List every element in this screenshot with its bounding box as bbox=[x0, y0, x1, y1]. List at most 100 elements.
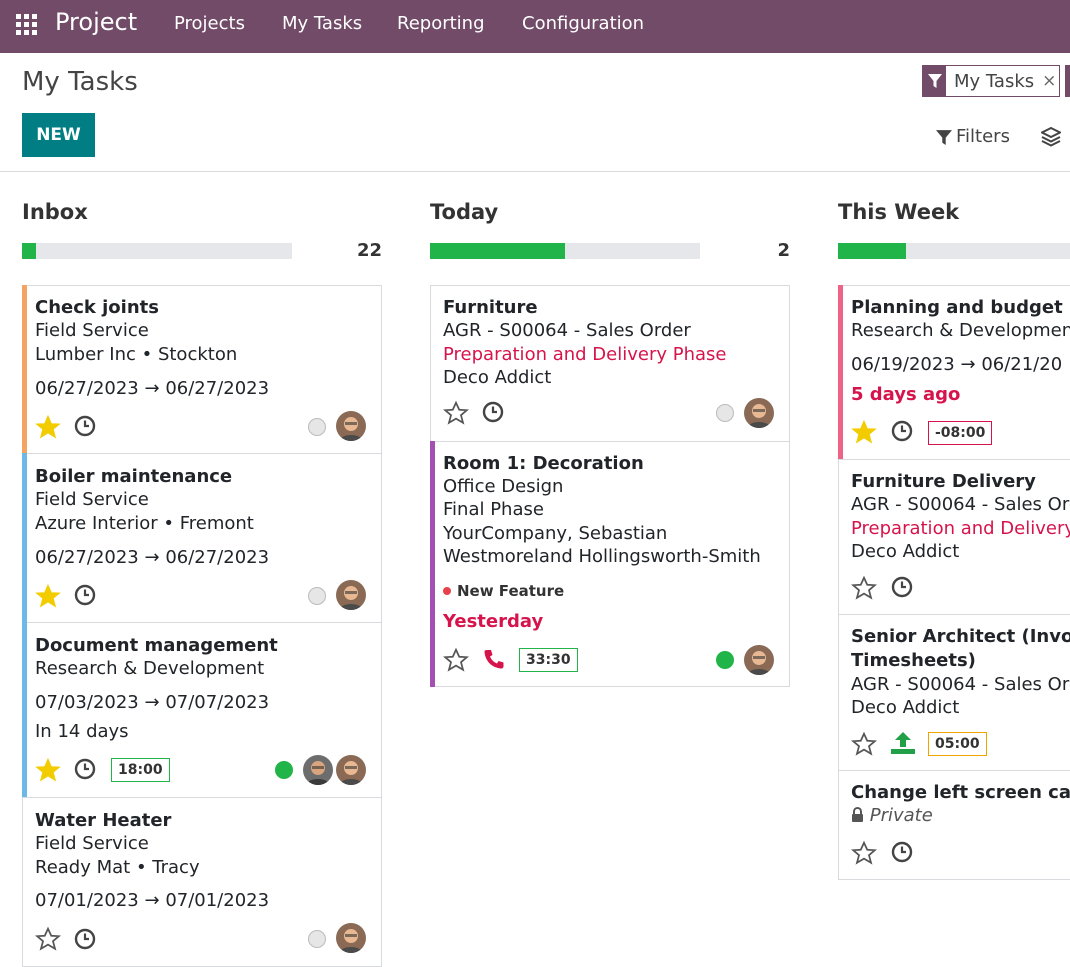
star-outline-icon[interactable] bbox=[443, 647, 469, 673]
star-outline-icon[interactable] bbox=[851, 575, 877, 601]
clock-icon[interactable] bbox=[74, 415, 96, 437]
clock-icon[interactable] bbox=[891, 420, 913, 442]
column-progress-this-week[interactable] bbox=[838, 243, 1070, 259]
avatar[interactable] bbox=[336, 755, 366, 785]
kanban-state-icon[interactable] bbox=[308, 587, 326, 605]
arrow-right-icon: → bbox=[144, 547, 160, 568]
avatar[interactable] bbox=[744, 398, 774, 428]
task-title: Water Heater bbox=[35, 810, 172, 831]
apps-menu-icon[interactable] bbox=[16, 14, 37, 35]
task-customer: Ready Mat • Tracy bbox=[35, 857, 200, 878]
layers-icon[interactable] bbox=[1041, 126, 1061, 148]
facet-remove-icon[interactable]: × bbox=[1042, 71, 1057, 91]
facet-label: My Tasks bbox=[954, 70, 1035, 92]
task-card[interactable]: Furniture AGR - S00064 - Sales Order Pre… bbox=[430, 285, 790, 442]
search-facet[interactable]: My Tasks × bbox=[922, 65, 1060, 97]
avatar[interactable] bbox=[336, 580, 366, 610]
avatar[interactable] bbox=[336, 411, 366, 441]
avatar[interactable] bbox=[336, 923, 366, 953]
star-outline-icon[interactable] bbox=[851, 731, 877, 757]
column-progress-today[interactable] bbox=[430, 243, 700, 259]
new-button[interactable]: NEW bbox=[22, 113, 95, 157]
filters-label: Filters bbox=[956, 126, 1010, 147]
clock-icon[interactable] bbox=[74, 928, 96, 950]
task-title: Check joints bbox=[35, 297, 159, 318]
menu-projects[interactable]: Projects bbox=[174, 13, 245, 34]
task-title: Furniture bbox=[443, 297, 538, 318]
task-card[interactable]: Water Heater Field Service Ready Mat • T… bbox=[22, 797, 382, 967]
task-customer: Lumber Inc • Stockton bbox=[35, 344, 238, 365]
star-filled-icon[interactable] bbox=[35, 757, 61, 783]
task-dates: 07/03/2023 → 07/07/2023 bbox=[35, 692, 269, 713]
avatar[interactable] bbox=[303, 755, 333, 785]
task-customer: Deco Addict bbox=[851, 697, 960, 718]
task-card[interactable]: Planning and budget Research & Developme… bbox=[838, 285, 1070, 460]
star-filled-icon[interactable] bbox=[851, 419, 877, 445]
task-dates: 06/19/2023 → 06/21/20 bbox=[851, 354, 1062, 375]
progress-fill bbox=[22, 243, 36, 259]
task-card[interactable]: Senior Architect (Invoice Timesheets) AG… bbox=[838, 614, 1070, 771]
menu-my-tasks[interactable]: My Tasks bbox=[282, 13, 363, 34]
avatar[interactable] bbox=[744, 645, 774, 675]
task-title: Room 1: Decoration bbox=[443, 453, 644, 474]
clock-icon[interactable] bbox=[482, 401, 504, 423]
allocated-hours-badge: 33:30 bbox=[519, 648, 578, 672]
kanban-state-icon[interactable] bbox=[308, 930, 326, 948]
kanban-state-icon[interactable] bbox=[716, 404, 734, 422]
column-title-this-week[interactable]: This Week bbox=[838, 200, 960, 224]
task-card[interactable]: Change left screen cable Private bbox=[838, 770, 1070, 880]
date-start: 06/27/2023 bbox=[35, 547, 139, 568]
clock-icon[interactable] bbox=[891, 576, 913, 598]
allocated-hours-badge: 18:00 bbox=[111, 758, 170, 782]
task-customer: Deco Addict bbox=[443, 367, 552, 388]
clock-icon[interactable] bbox=[891, 841, 913, 863]
task-tag: New Feature bbox=[443, 582, 564, 600]
date-end: 07/07/2023 bbox=[165, 692, 270, 713]
clock-icon[interactable] bbox=[74, 758, 96, 780]
date-start: 06/19/2023 bbox=[851, 354, 955, 375]
task-customer: Deco Addict bbox=[851, 541, 960, 562]
task-card[interactable]: Check joints Field Service Lumber Inc • … bbox=[22, 285, 382, 454]
kanban-state-icon[interactable] bbox=[308, 418, 326, 436]
task-card[interactable]: Room 1: Decoration Office Design Final P… bbox=[430, 441, 790, 687]
task-project: Office Design bbox=[443, 476, 564, 497]
date-end: 06/27/2023 bbox=[165, 378, 270, 399]
task-card[interactable]: Boiler maintenance Field Service Azure I… bbox=[22, 453, 382, 623]
menu-configuration[interactable]: Configuration bbox=[522, 13, 645, 34]
task-phase: Preparation and Delivery bbox=[851, 518, 1070, 539]
phone-icon[interactable] bbox=[483, 648, 505, 670]
task-project: Field Service bbox=[35, 833, 149, 854]
date-end: 06/21/20 bbox=[981, 354, 1063, 375]
column-title-today[interactable]: Today bbox=[430, 200, 499, 224]
star-filled-icon[interactable] bbox=[35, 583, 61, 609]
star-outline-icon[interactable] bbox=[35, 926, 61, 952]
task-private: Private bbox=[851, 805, 933, 826]
tag-color-dot bbox=[443, 587, 451, 595]
filter-icon bbox=[923, 66, 946, 96]
clock-icon[interactable] bbox=[74, 584, 96, 606]
task-project: Field Service bbox=[35, 320, 149, 341]
task-title: Timesheets) bbox=[851, 650, 976, 671]
page-title: My Tasks bbox=[22, 67, 138, 97]
kanban-state-icon[interactable] bbox=[716, 651, 734, 669]
task-card[interactable]: Furniture Delivery AGR - S00064 - Sales … bbox=[838, 459, 1070, 615]
arrow-right-icon: → bbox=[144, 378, 160, 399]
column-progress-inbox[interactable] bbox=[22, 243, 292, 259]
task-title: Furniture Delivery bbox=[851, 471, 1036, 492]
menu-reporting[interactable]: Reporting bbox=[397, 13, 485, 34]
task-project: AGR - S00064 - Sales Orde bbox=[851, 674, 1070, 695]
column-count-inbox: 22 bbox=[356, 240, 382, 261]
app-brand[interactable]: Project bbox=[55, 8, 138, 36]
task-card[interactable]: Document management Research & Developme… bbox=[22, 622, 382, 798]
task-project: Research & Development bbox=[35, 658, 265, 679]
column-title-inbox[interactable]: Inbox bbox=[22, 200, 88, 224]
upload-icon[interactable] bbox=[890, 731, 916, 755]
star-outline-icon[interactable] bbox=[851, 840, 877, 866]
task-title: Change left screen cable bbox=[851, 782, 1070, 803]
kanban-state-icon[interactable] bbox=[275, 761, 293, 779]
task-deadline: Yesterday bbox=[443, 611, 544, 632]
task-dates: 07/01/2023 → 07/01/2023 bbox=[35, 890, 269, 911]
filters-toggle[interactable]: Filters bbox=[936, 126, 1010, 147]
star-filled-icon[interactable] bbox=[35, 414, 61, 440]
star-outline-icon[interactable] bbox=[443, 400, 469, 426]
